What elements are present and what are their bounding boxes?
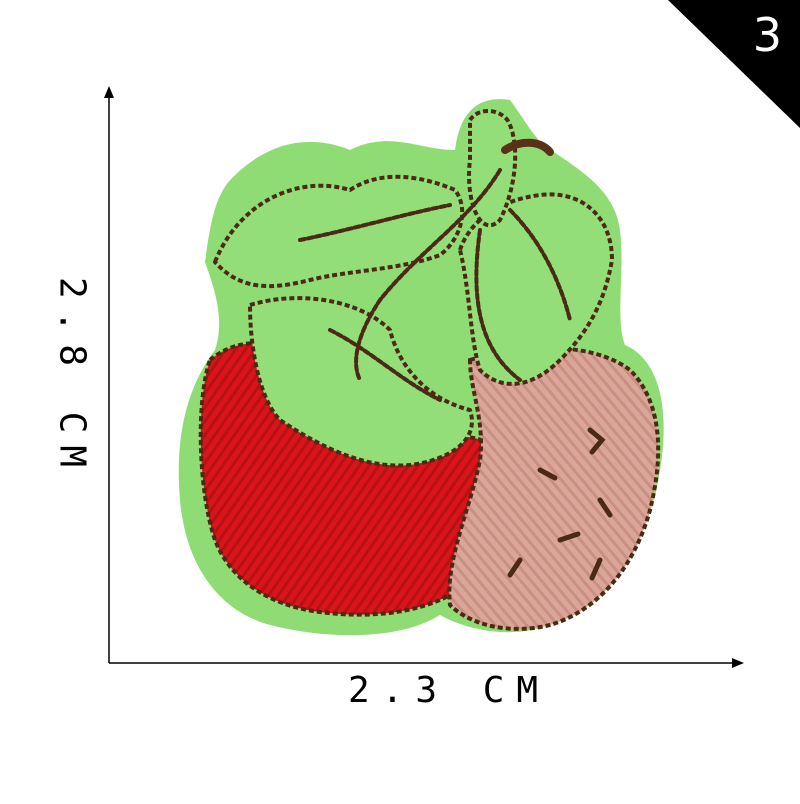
height-label: 2.8 CM bbox=[51, 276, 93, 480]
arrow-up-icon bbox=[104, 86, 114, 98]
badge-number: 3 bbox=[752, 8, 782, 62]
arrow-right-icon bbox=[732, 658, 744, 668]
stem-icon bbox=[501, 138, 554, 156]
pink-berry bbox=[447, 346, 661, 631]
corner-badge bbox=[668, 0, 800, 128]
dimension-axes bbox=[108, 92, 737, 664]
leaves bbox=[213, 109, 614, 468]
pink-berry-seeds bbox=[507, 427, 613, 581]
width-label: 2.3 CM bbox=[348, 670, 551, 711]
leaf-veins bbox=[298, 168, 572, 402]
